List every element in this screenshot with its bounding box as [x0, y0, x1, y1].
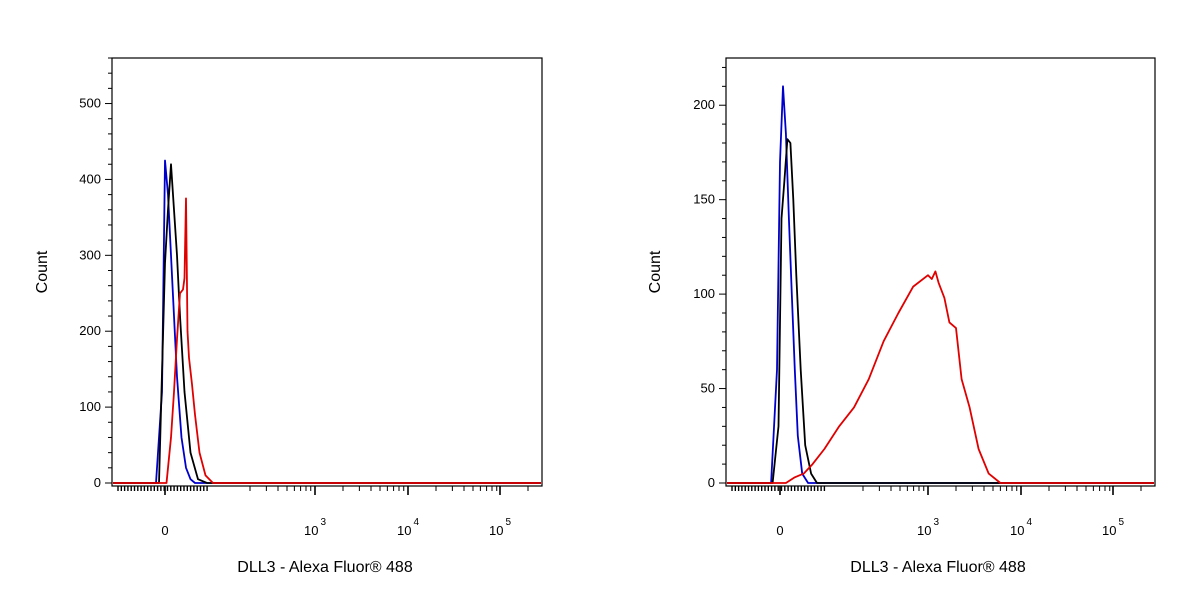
x-tick-label: 105 [489, 517, 511, 538]
x-tick-label: 103 [917, 517, 939, 538]
y-tick-label: 0 [708, 475, 715, 490]
y-tick-label: 300 [79, 247, 101, 262]
y-tick-label: 150 [693, 192, 715, 207]
x-tick-label: 0 [776, 523, 783, 538]
y-tick-label: 100 [79, 399, 101, 414]
x-axis-title: DLL3 - Alexa Fluor® 488 [850, 559, 1026, 576]
y-tick-label: 400 [79, 171, 101, 186]
histogram-panel-1: 0 100 200 300 400 500 0 103 104 105 DLL3 - Alexa F… [34, 57, 543, 576]
histogram-series-2 [113, 163, 541, 484]
plot-frame [111, 57, 543, 487]
histogram-panel-2: 0 50 100 150 200 0 103 104 105 DLL3 - Alexa Fluor… [647, 57, 1156, 576]
x-tick-label: 103 [304, 517, 326, 538]
histogram-series-2 [727, 138, 1154, 484]
y-tick-label: 100 [693, 286, 715, 301]
y-axis-title: Count [647, 250, 664, 293]
histogram-series-1 [113, 159, 541, 484]
x-tick-label: 104 [1010, 517, 1032, 538]
y-tick-label: 200 [79, 323, 101, 338]
plot-frame [725, 57, 1156, 487]
y-tick-label: 0 [94, 475, 101, 490]
y-tick-label: 50 [701, 381, 715, 396]
x-tick-label: 104 [397, 517, 419, 538]
x-tick-label: 105 [1102, 517, 1124, 538]
histogram-series-3 [727, 270, 1154, 484]
y-axis-title: Count [34, 250, 51, 293]
y-tick-label: 500 [79, 96, 101, 111]
x-tick-label: 0 [161, 523, 168, 538]
x-axis-title: DLL3 - Alexa Fluor® 488 [237, 559, 413, 576]
y-tick-label: 200 [693, 97, 715, 112]
histogram-series-3 [113, 197, 541, 484]
